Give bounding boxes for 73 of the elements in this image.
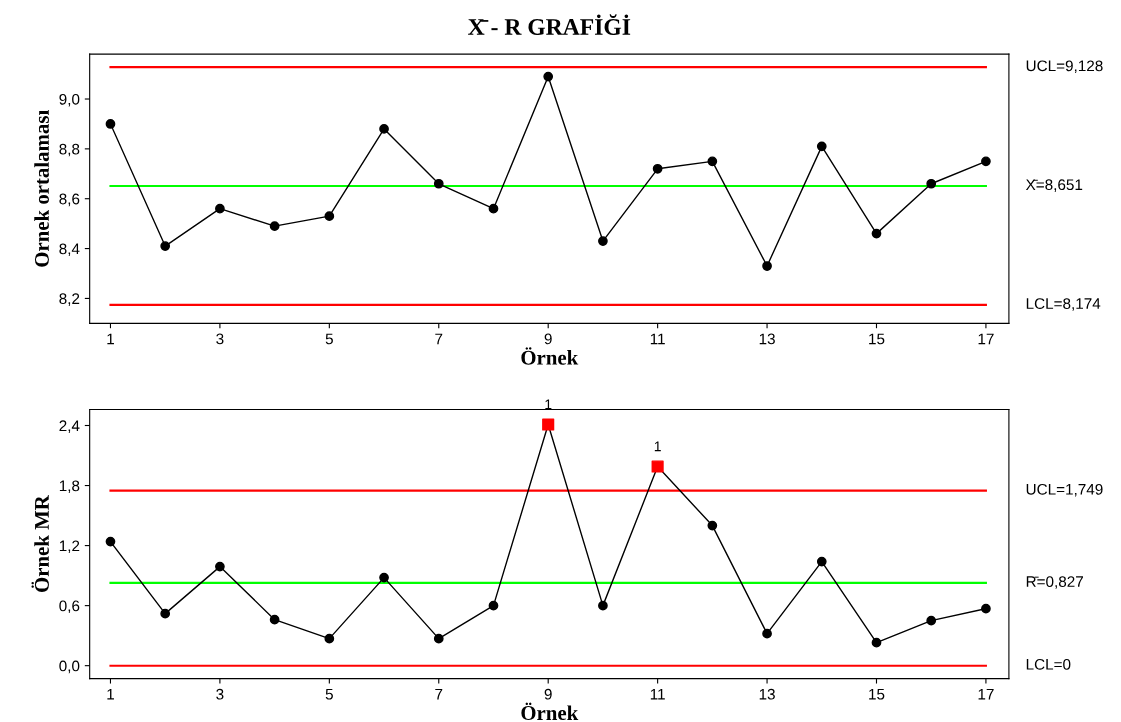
point [762,628,772,639]
y-tick-label: 1,2 [59,540,80,554]
x-tick-label: 11 [650,688,665,700]
x-tick-label: 3 [216,688,224,700]
x-axis-title: Örnek [521,702,579,721]
point [871,637,882,648]
x-tick-label: 9 [544,333,552,345]
point [598,236,608,246]
y-tick-label: 8,2 [59,293,80,306]
point [926,178,937,189]
y-tick-label: 8,8 [59,143,80,157]
point [488,203,499,214]
point [379,124,389,134]
annotation: 1 [545,399,552,410]
point [269,614,280,625]
point [379,572,389,583]
point [433,633,444,644]
y-tick-label: 9,0 [59,93,80,107]
y-tick-label: 8,4 [59,243,80,257]
point [160,608,171,619]
x-tick-label: 1 [107,688,114,700]
y-tick-label: 0,0 [59,660,80,674]
point [871,228,882,239]
x-tick-label: 13 [759,333,775,345]
x-tick-label: 9 [544,688,552,700]
point [105,536,116,547]
y-axis-title: Ornek ortalaması [34,110,49,267]
point [707,520,718,531]
chart-title: X̄ - R GRAFİĞİ [468,14,631,35]
ref-line-label: X̄=8,651 [1025,179,1083,192]
x-tick-label: 11 [650,333,665,345]
x-tick-label: 5 [325,688,333,700]
x-tick-label: 3 [216,333,224,345]
ref-line-label: LCL=0 [1026,658,1071,670]
x-tick-label: 5 [325,333,333,345]
y-axis-title: Örnek MR [31,495,49,592]
point [981,156,991,167]
point [543,71,554,82]
ref-line-label: LCL=8,174 [1026,298,1101,311]
point [981,603,991,614]
point [324,211,335,222]
point [598,600,608,611]
point [215,561,225,572]
point [652,163,663,174]
y-tick-label: 2,4 [59,420,80,433]
point [269,221,280,231]
point [433,178,444,189]
point [926,615,937,626]
y-tick-label: 0,6 [59,600,80,614]
x-tick-label: 7 [435,333,443,345]
point [160,241,171,251]
y-tick-label: 8,6 [59,193,80,207]
ref-line-label: R̄=0,827 [1026,576,1083,589]
annotation: 1 [654,441,661,452]
x-tick-label: 7 [435,688,443,700]
point [488,600,499,611]
x-tick-label: 17 [978,333,994,345]
point [215,203,225,214]
x-axis-title: Örnek [521,347,579,365]
point [707,156,718,167]
x-tick-label: 13 [759,688,775,700]
ref-line-label: UCL=9,128 [1026,60,1103,74]
x-tick-label: 15 [869,688,885,700]
point [762,261,772,271]
point [105,119,116,129]
ref-line-label: UCL=1,749 [1026,483,1103,497]
point [816,556,827,567]
y-tick-label: 1,8 [59,480,80,494]
x-tick-label: 17 [978,688,994,700]
x-tick-label: 15 [869,333,885,345]
x-tick-label: 1 [107,333,114,345]
point [816,141,827,152]
point [324,633,335,644]
